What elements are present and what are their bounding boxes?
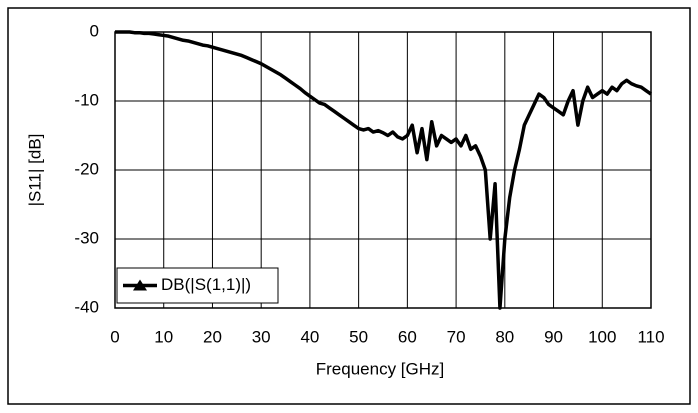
y-tick-label: -10 [74, 90, 99, 109]
x-tick-label: 40 [300, 327, 319, 346]
legend-marker [133, 279, 147, 291]
y-tick-label: 0 [90, 21, 99, 40]
x-tick-label: 10 [154, 327, 173, 346]
x-tick-label: 20 [203, 327, 222, 346]
x-tick-label: 90 [544, 327, 563, 346]
x-tick-label: 0 [110, 327, 119, 346]
x-tick-label: 80 [495, 327, 514, 346]
x-tick-label: 110 [637, 327, 664, 346]
x-tick-label: 30 [252, 327, 271, 346]
x-tick-label: 100 [588, 327, 616, 346]
data-line [115, 30, 653, 310]
x-tick-label: 50 [349, 327, 368, 346]
y-tick-label: -20 [74, 159, 99, 178]
x-axis-label: Frequency [GHz] [316, 359, 445, 378]
x-tick-label: 60 [398, 327, 417, 346]
y-axis-label: |S11| [dB] [25, 134, 44, 207]
x-tick-label: 70 [447, 327, 466, 346]
y-tick-label: -40 [74, 297, 99, 316]
legend-label: DB(|S(1,1)|) [161, 275, 251, 294]
y-tick-label: -30 [74, 228, 99, 247]
